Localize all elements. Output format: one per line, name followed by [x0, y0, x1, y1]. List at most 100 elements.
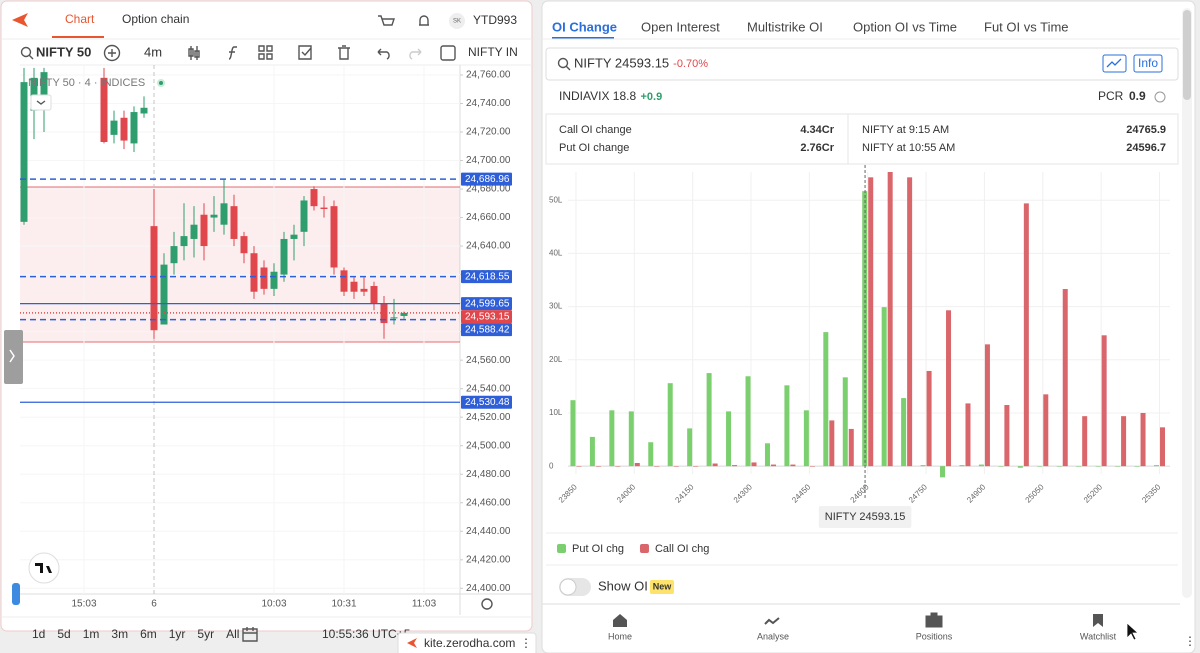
nav-label[interactable]: Watchlist: [1080, 631, 1117, 641]
range-button[interactable]: All: [226, 627, 239, 641]
symbol[interactable]: NIFTY 50: [36, 44, 91, 59]
y-tick-label: 24,740.00: [466, 98, 511, 109]
analyse-icon[interactable]: [764, 617, 780, 625]
layout-icon[interactable]: [258, 45, 273, 60]
bottom-nav: Home Analyse Positions Watchlist: [608, 631, 1117, 641]
undo-icon[interactable]: [377, 48, 390, 60]
tradingview-logo[interactable]: [28, 552, 60, 584]
legend-label: Put OI chg: [572, 543, 624, 555]
scrollbar[interactable]: [1182, 8, 1192, 598]
candle-body: [160, 264, 168, 325]
candle-body: [280, 238, 288, 275]
price-level-tag: [461, 172, 512, 186]
delete-icon[interactable]: [338, 45, 350, 60]
stat-value: 24765.9: [1126, 124, 1166, 136]
y-tick-label: 40L: [549, 248, 563, 257]
chart-button[interactable]: [1102, 54, 1127, 73]
oi-tab[interactable]: Multistrike OI: [747, 19, 823, 34]
tab-menu[interactable]: ⋮: [520, 636, 532, 650]
tradingview-mark: [35, 563, 52, 573]
oi-tab[interactable]: Open Interest: [641, 19, 720, 34]
range-button[interactable]: 6m: [140, 627, 157, 641]
candle-body: [150, 226, 158, 331]
bar: [667, 383, 673, 467]
tab-chart[interactable]: Chart: [65, 12, 95, 26]
oi-tab[interactable]: Option OI vs Time: [853, 19, 957, 34]
legend-collapse[interactable]: [30, 94, 52, 111]
panel-menu[interactable]: ⋮: [1184, 634, 1196, 648]
y-tick-label: 24,420.00: [466, 554, 511, 565]
scrollbar-thumb[interactable]: [1183, 10, 1191, 100]
nav-label[interactable]: Analyse: [757, 631, 789, 641]
search-icon[interactable]: [20, 46, 32, 58]
browser-tab[interactable]: [397, 632, 537, 653]
positions-icon[interactable]: [925, 612, 943, 628]
bar: [1159, 427, 1165, 467]
bar: [1056, 466, 1062, 467]
add-symbol-plus: [108, 49, 116, 57]
timeline-toggle[interactable]: [12, 583, 20, 605]
stat-label: Put OI change: [559, 142, 629, 154]
candle-type-icon[interactable]: [188, 46, 200, 60]
bar: [1153, 465, 1159, 467]
range-button[interactable]: 1d: [32, 627, 45, 641]
range-button[interactable]: 1yr: [169, 627, 186, 641]
settings-icon[interactable]: [481, 598, 493, 610]
help-icon[interactable]: [1154, 91, 1166, 103]
stat-label: Call OI change: [559, 124, 632, 136]
candle-body: [260, 267, 268, 289]
search-box[interactable]: [545, 47, 1179, 81]
candle-body: [190, 224, 198, 239]
cart-icon[interactable]: [378, 15, 395, 26]
compare-checkbox[interactable]: [440, 45, 456, 61]
bar: [687, 428, 693, 467]
side-toggle-chevron: [9, 349, 15, 363]
y-tick-label: 24,440.00: [466, 526, 511, 537]
indicators-icon[interactable]: [228, 46, 237, 60]
y-tick-label: 24,540.00: [466, 383, 511, 394]
price-level-tag: [461, 310, 512, 324]
y-tick-label: 20L: [549, 355, 563, 364]
bar: [809, 466, 815, 467]
range-button[interactable]: 3m: [111, 627, 128, 641]
bar: [570, 400, 576, 467]
bar: [965, 403, 971, 467]
candle-body: [310, 189, 318, 207]
tab-option-chain[interactable]: Option chain: [122, 12, 189, 26]
bar: [1023, 203, 1029, 467]
bar: [1134, 466, 1140, 467]
bar: [907, 177, 913, 467]
bell-icon[interactable]: [419, 15, 429, 26]
nav-label[interactable]: Positions: [916, 631, 953, 641]
x-tick-label: 10:31: [331, 599, 356, 610]
bar: [1121, 416, 1127, 467]
alert-icon[interactable]: [298, 45, 312, 60]
interval[interactable]: 4m: [144, 44, 162, 59]
compare-symbol[interactable]: NIFTY IN: [468, 45, 518, 59]
bar: [784, 385, 790, 467]
watchlist-icon[interactable]: [1093, 614, 1103, 627]
add-symbol[interactable]: [103, 44, 121, 62]
user-id[interactable]: YTD993: [473, 13, 517, 27]
bar: [920, 465, 926, 467]
avatar[interactable]: [449, 13, 465, 29]
info-button[interactable]: [1133, 54, 1163, 73]
range-button[interactable]: 5d: [57, 627, 70, 641]
y-tick-label: 24,700.00: [466, 155, 511, 166]
price-level-label: 24,599.65: [465, 298, 510, 309]
info-button-label[interactable]: Info: [1138, 56, 1158, 70]
nav-label[interactable]: Home: [608, 631, 632, 641]
search-symbol: NIFTY 24593.15: [574, 55, 669, 70]
range-button[interactable]: 5yr: [197, 627, 214, 641]
candle-body: [180, 236, 188, 247]
range-button[interactable]: 1m: [83, 627, 100, 641]
kite-logo[interactable]: [12, 13, 28, 27]
bar: [673, 466, 679, 467]
redo-icon[interactable]: [409, 48, 422, 60]
oi-tab[interactable]: OI Change: [552, 19, 617, 34]
stat-label: NIFTY at 9:15 AM: [862, 124, 949, 136]
home-icon[interactable]: [613, 614, 627, 627]
date-range-icon[interactable]: [242, 627, 258, 642]
oi-tab[interactable]: Fut OI vs Time: [984, 19, 1069, 34]
candle-body: [290, 234, 298, 239]
